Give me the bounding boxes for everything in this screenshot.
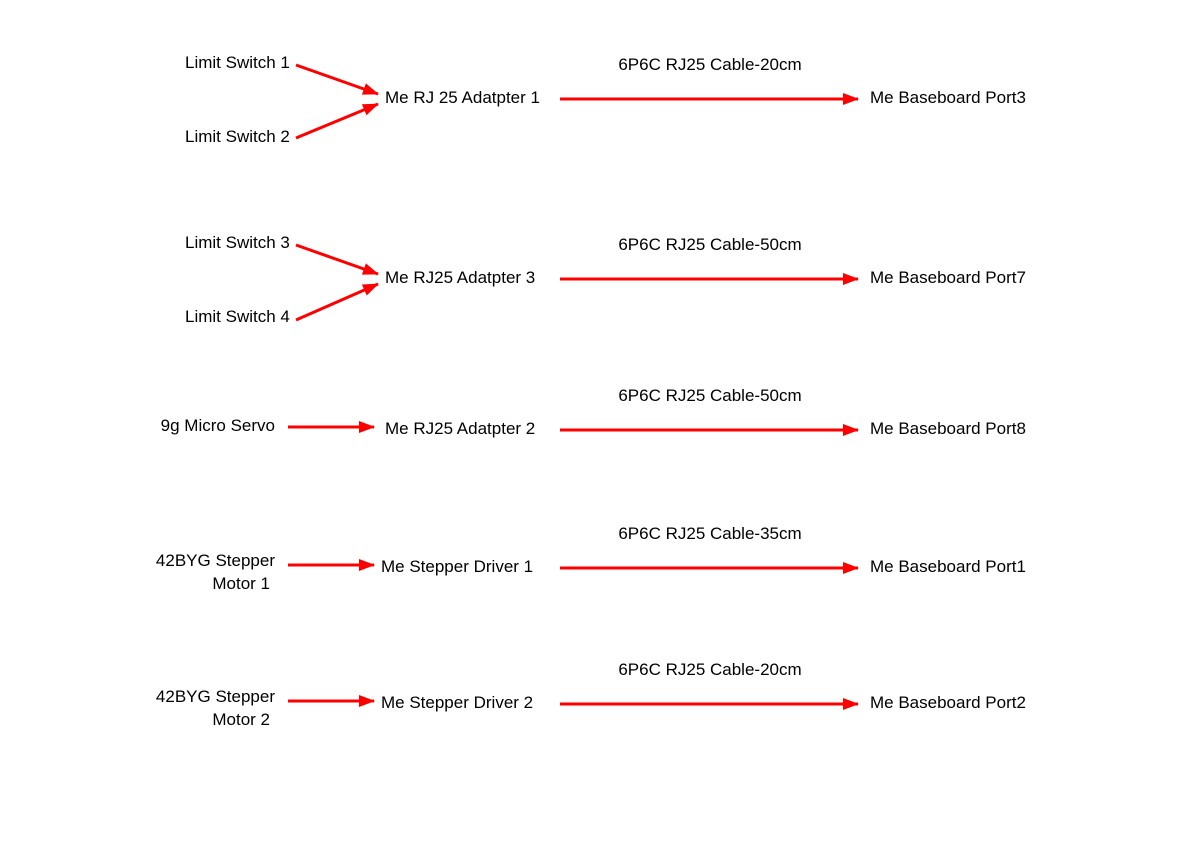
label-ad2: Me RJ25 Adatpter 2 xyxy=(385,419,535,438)
label-m1b: Motor 1 xyxy=(212,574,270,593)
label-bp7: Me Baseboard Port7 xyxy=(870,268,1026,287)
arrow-3 xyxy=(296,245,378,274)
label-cab1: 6P6C RJ25 Cable-20cm xyxy=(618,55,801,74)
label-sd2: Me Stepper Driver 2 xyxy=(381,693,533,712)
label-m2b: Motor 2 xyxy=(212,710,270,729)
label-servo: 9g Micro Servo xyxy=(161,416,275,435)
label-ls3: Limit Switch 3 xyxy=(185,233,290,252)
label-sd1: Me Stepper Driver 1 xyxy=(381,557,533,576)
label-ls4: Limit Switch 4 xyxy=(185,307,290,326)
label-bp1: Me Baseboard Port1 xyxy=(870,557,1026,576)
label-cab4: 6P6C RJ25 Cable-35cm xyxy=(618,524,801,543)
label-ad1: Me RJ 25 Adatpter 1 xyxy=(385,88,540,107)
arrow-4 xyxy=(296,284,378,320)
wiring-diagram: Limit Switch 1 Limit Switch 2 Me RJ 25 Ada… xyxy=(0,0,1189,841)
label-bp3: Me Baseboard Port3 xyxy=(870,88,1026,107)
arrow-1 xyxy=(296,104,378,138)
label-ls1: Limit Switch 1 xyxy=(185,53,290,72)
label-ad3: Me RJ25 Adatpter 3 xyxy=(385,268,535,287)
arrow-0 xyxy=(296,65,378,94)
label-cab3: 6P6C RJ25 Cable-50cm xyxy=(618,386,801,405)
label-cab5: 6P6C RJ25 Cable-20cm xyxy=(618,660,801,679)
label-m1a: 42BYG Stepper xyxy=(156,551,275,570)
label-bp2: Me Baseboard Port2 xyxy=(870,693,1026,712)
label-ls2: Limit Switch 2 xyxy=(185,127,290,146)
label-cab2: 6P6C RJ25 Cable-50cm xyxy=(618,235,801,254)
label-bp8: Me Baseboard Port8 xyxy=(870,419,1026,438)
label-m2a: 42BYG Stepper xyxy=(156,687,275,706)
